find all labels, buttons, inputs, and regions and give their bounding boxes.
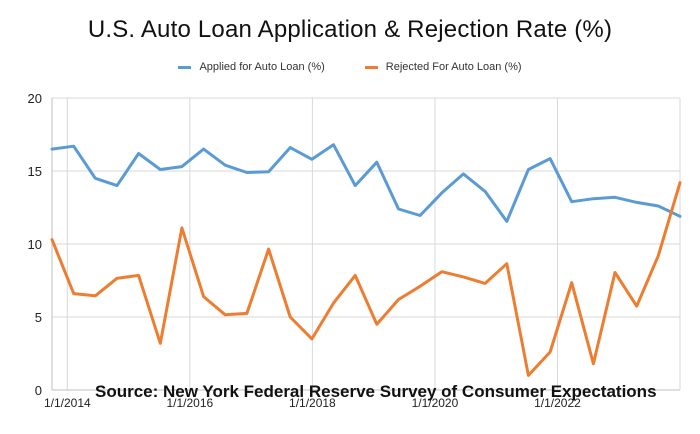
series-line-rejected <box>50 181 682 377</box>
legend-label-rejected: Rejected For Auto Loan (%) <box>385 61 522 73</box>
legend-swatch-rejected <box>364 65 378 69</box>
x-tick-label: 1/1/2018 <box>289 396 336 410</box>
legend-swatch-applied <box>178 65 192 69</box>
chart-legend: Applied for Auto Loan (%) Rejected For A… <box>0 61 700 73</box>
x-tick-label: 1/1/2020 <box>412 396 459 410</box>
x-tick-label: 1/1/2016 <box>166 396 213 410</box>
legend-item-applied: Applied for Auto Loan (%) <box>178 61 325 73</box>
y-tick-label: 5 <box>35 310 42 325</box>
x-tick-label: 1/1/2014 <box>44 396 91 410</box>
y-tick-label: 10 <box>28 237 42 252</box>
y-tick-label: 0 <box>35 383 42 398</box>
legend-item-rejected: Rejected For Auto Loan (%) <box>364 61 522 73</box>
chart-title: U.S. Auto Loan Application & Rejection R… <box>87 16 613 43</box>
legend-label-applied: Applied for Auto Loan (%) <box>199 61 325 73</box>
y-tick-label: 15 <box>28 164 42 179</box>
y-tick-label: 20 <box>28 91 42 106</box>
series-line-applied <box>50 143 682 223</box>
x-tick-label: 1/1/2022 <box>534 396 581 410</box>
source-note: Source: New York Federal Reserve Survey … <box>95 382 657 401</box>
